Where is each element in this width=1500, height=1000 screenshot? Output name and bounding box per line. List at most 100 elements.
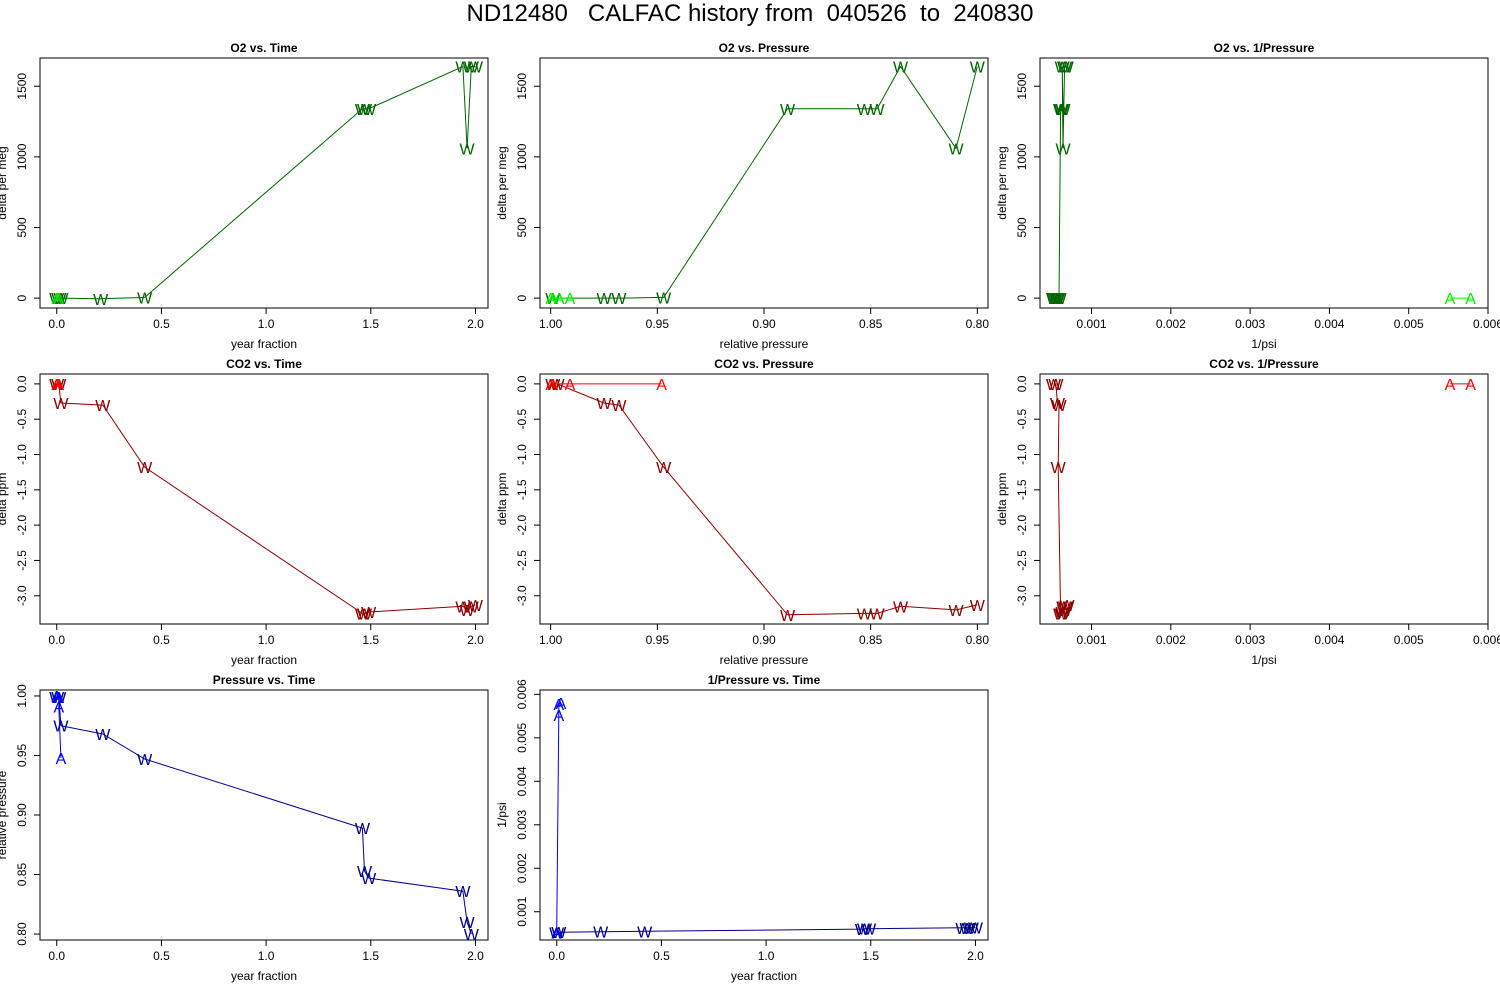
data-point-W: W — [361, 605, 377, 622]
y-tick-label: 0.0 — [15, 375, 29, 392]
x-tick-label: 0.001 — [1077, 633, 1107, 647]
x-tick-label: 1.0 — [258, 949, 275, 963]
data-point-A: A — [51, 689, 62, 706]
y-tick-label: -1.0 — [1015, 444, 1029, 465]
data-point-W: W — [970, 60, 986, 77]
data-point-W: W — [593, 925, 609, 942]
plot-frame — [539, 689, 989, 941]
data-point-W: W — [964, 920, 980, 937]
y-tick-label: -2.0 — [1015, 514, 1029, 535]
data-point-W: W — [355, 606, 371, 623]
y-tick-label: 0.0 — [1015, 375, 1029, 392]
data-point-W: W — [1059, 598, 1075, 615]
x-tick-label: 2.0 — [967, 949, 984, 963]
data-point-W: W — [1055, 606, 1071, 623]
data-point-W: W — [545, 291, 561, 308]
x-tick-label: 1.0 — [258, 317, 275, 331]
y-tick-label: -2.0 — [515, 514, 529, 535]
x-axis-label: year fraction — [231, 969, 297, 983]
y-tick-label: 0.85 — [15, 863, 29, 887]
y-tick-label: -1.5 — [15, 479, 29, 500]
data-point-W: W — [464, 927, 480, 944]
x-axis-label: year fraction — [231, 653, 297, 667]
y-tick-label: -0.5 — [15, 409, 29, 430]
data-point-A: A — [1445, 291, 1456, 308]
data-point-A: A — [53, 690, 64, 707]
data-point-A: A — [553, 708, 564, 725]
panel-title: 1/Pressure vs. Time — [708, 673, 821, 687]
data-point-W: W — [596, 396, 612, 413]
data-point-W: W — [49, 291, 65, 308]
data-point-A: A — [565, 377, 576, 394]
y-tick-label: 0 — [15, 294, 29, 301]
data-point-W: W — [1049, 291, 1065, 308]
data-point-A: A — [53, 377, 64, 394]
data-point-A: A — [553, 697, 564, 714]
series-line — [556, 926, 976, 934]
y-tick-label: 0.95 — [15, 743, 29, 767]
data-point-A: A — [53, 291, 64, 308]
panel-o2-invpressure: O2 vs. 1/Pressure 0.001 0.002 0.003 0.004 0.0… — [995, 41, 1500, 351]
series-line — [56, 383, 476, 614]
data-point-A: A — [1465, 377, 1476, 394]
y-tick-label: -3.0 — [1015, 585, 1029, 606]
series-line — [1053, 66, 1067, 299]
data-point-W: W — [861, 922, 877, 939]
data-point-W: W — [855, 922, 871, 939]
x-tick-label: 1.00 — [539, 633, 563, 647]
y-axis-label: 1/psi — [495, 802, 509, 827]
data-point-W: W — [780, 102, 796, 119]
panel-o2-pressure: O2 vs. Pressure 1.00 0.95 0.90 0.85 0.80 0 500 1… — [495, 41, 989, 351]
y-axis-label: delta per meg — [495, 146, 509, 219]
data-point-W: W — [464, 599, 480, 616]
panel-o2-time: O2 vs. Time 0.0 0.5 1.0 1.5 2.0 0 500 1000 1500 ye… — [0, 41, 489, 351]
data-point-W: W — [355, 821, 371, 838]
data-point-A: A — [547, 291, 558, 308]
page-title: ND12480 CALFAC history from 040526 to 24… — [466, 0, 1034, 27]
data-point-W: W — [357, 864, 373, 881]
data-point-W: W — [95, 727, 111, 744]
panel-co2-invpressure: CO2 vs. 1/Pressure 0.001 0.002 0.003 0.004 0.… — [995, 357, 1500, 667]
data-point-A: A — [56, 751, 67, 768]
data-point-W: W — [455, 884, 471, 901]
data-point-A: A — [545, 377, 556, 394]
data-point-W: W — [49, 377, 65, 394]
y-tick-label: -3.0 — [15, 585, 29, 606]
y-tick-label: 0.006 — [515, 679, 529, 709]
data-point-W: W — [468, 60, 484, 77]
panel-title: CO2 vs. 1/Pressure — [1209, 357, 1319, 371]
data-point-A: A — [656, 377, 667, 394]
panel-co2-pressure: CO2 vs. Pressure 1.00 0.95 0.90 0.85 0.80 0.0 -… — [495, 357, 989, 667]
data-point-W: W — [550, 377, 566, 394]
x-tick-label: 1.0 — [258, 633, 275, 647]
x-tick-label: 0.95 — [646, 317, 670, 331]
data-point-W: W — [361, 102, 377, 119]
data-point-W: W — [455, 599, 471, 616]
data-point-W: W — [137, 290, 153, 307]
data-point-W: W — [857, 102, 873, 119]
series-line — [56, 65, 476, 300]
x-tick-label: 0.0 — [48, 633, 65, 647]
y-axis-label: delta per meg — [0, 146, 9, 219]
x-tick-label: 0.006 — [1473, 317, 1500, 331]
data-point-W: W — [893, 60, 909, 77]
data-point-A: A — [1445, 377, 1456, 394]
x-tick-label: 0.85 — [859, 317, 883, 331]
y-axis-label: delta ppm — [0, 473, 9, 526]
panel-invpressure-time: 1/Pressure vs. Time 0.0 0.5 1.0 1.5 2.0 0.001 0… — [495, 673, 989, 983]
data-point-W: W — [468, 598, 484, 615]
y-tick-label: -3.0 — [515, 585, 529, 606]
series-A: AA — [51, 377, 64, 394]
data-point-W: W — [137, 460, 153, 477]
x-tick-label: 0.80 — [966, 317, 990, 331]
data-point-W: W — [960, 921, 976, 938]
data-point-A: A — [547, 377, 558, 394]
data-point-W: W — [1055, 102, 1071, 119]
y-tick-label: -2.0 — [15, 514, 29, 535]
x-tick-label: 0.005 — [1394, 317, 1424, 331]
